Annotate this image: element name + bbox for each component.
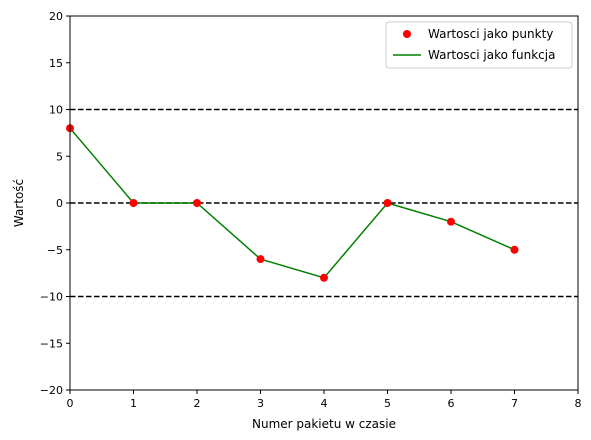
legend-label-line: Wartosci jako funkcja xyxy=(428,48,555,62)
x-tick-label: 8 xyxy=(575,397,582,410)
legend-label-points: Wartosci jako punkty xyxy=(428,27,553,41)
x-tick-label: 5 xyxy=(384,397,391,410)
data-point xyxy=(447,217,455,226)
y-tick-label: 5 xyxy=(56,150,63,163)
x-tick-label: 1 xyxy=(130,397,137,410)
x-tick-label: 0 xyxy=(67,397,74,410)
data-point xyxy=(510,245,519,254)
series-line xyxy=(69,127,515,279)
x-axis-label: Numer pakietu w czasie xyxy=(252,417,396,431)
y-tick-label: −5 xyxy=(47,244,63,257)
y-tick-label: 0 xyxy=(56,197,63,210)
legend-box xyxy=(385,21,573,69)
data-point xyxy=(129,199,138,207)
y-axis-label: Wartość xyxy=(12,179,26,227)
legend-marker-points xyxy=(403,30,411,38)
x-tick-label: 3 xyxy=(257,397,264,410)
data-point xyxy=(256,255,265,264)
y-tick-label: 10 xyxy=(49,104,63,117)
y-axis: −20 −15 −10 −5 0 5 10 15 20 xyxy=(40,10,70,397)
x-tick-label: 2 xyxy=(194,397,201,410)
data-point xyxy=(383,199,392,207)
y-tick-label: 15 xyxy=(49,57,63,70)
x-tick-label: 4 xyxy=(321,397,328,410)
y-tick-label: 20 xyxy=(49,10,63,23)
legend: Wartosci jako punkty Wartosci jako funkc… xyxy=(385,21,573,69)
data-point xyxy=(193,199,201,207)
data-point xyxy=(320,273,328,282)
y-tick-label: −10 xyxy=(40,291,63,304)
y-tick-label: −15 xyxy=(40,337,63,350)
y-tick-label: −20 xyxy=(40,384,63,397)
x-tick-label: 6 xyxy=(448,397,455,410)
x-axis: 0 1 2 3 4 5 6 7 8 xyxy=(67,390,582,410)
x-tick-label: 7 xyxy=(511,397,518,410)
